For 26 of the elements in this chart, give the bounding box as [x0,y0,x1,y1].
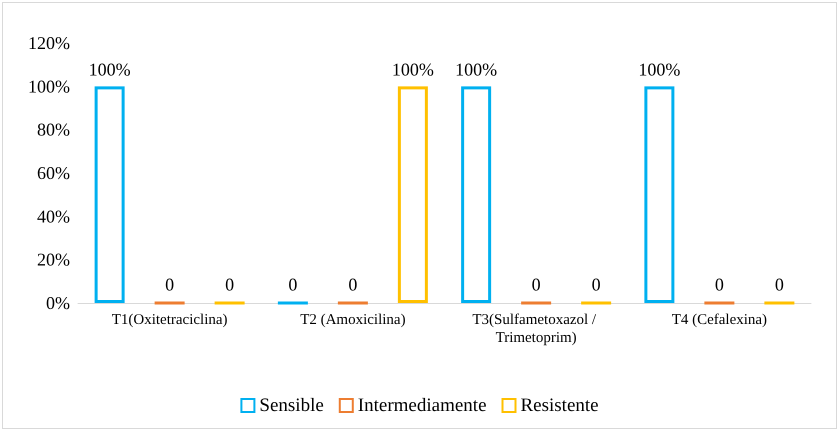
data-label: 100% [392,59,434,80]
y-tick-label: 100% [28,76,70,96]
y-tick-label: 0% [46,293,70,313]
x-tick-label: T4 (Cefalexina) [672,312,768,328]
legend-label: Resistente [520,395,599,416]
y-tick-label: 120% [28,33,70,53]
data-label: 0 [288,274,298,294]
data-label: 0 [592,274,601,294]
data-label: 0 [714,274,724,294]
data-label: 100% [88,59,131,80]
data-label: 0 [165,274,174,294]
data-label: 0 [348,274,358,294]
x-tick-label: T2 (Amoxicilina) [300,312,406,328]
y-tick-label: 40% [37,206,70,226]
legend-label: Intermediamente [358,395,487,416]
x-tick-label: T1(Oxitetraciclina) [112,312,228,328]
data-label: 0 [774,274,784,294]
data-label: 0 [225,274,234,294]
data-label: 100% [455,59,498,80]
legend-label: Sensible [259,395,324,416]
y-tick-label: 60% [37,163,70,183]
y-tick-label: 20% [37,250,70,270]
data-label: 100% [638,59,680,80]
x-tick-label: T3(Sulfametoxazol / Trimetoprim) [472,312,600,346]
data-label: 0 [532,274,541,294]
y-tick-label: 80% [37,120,70,140]
